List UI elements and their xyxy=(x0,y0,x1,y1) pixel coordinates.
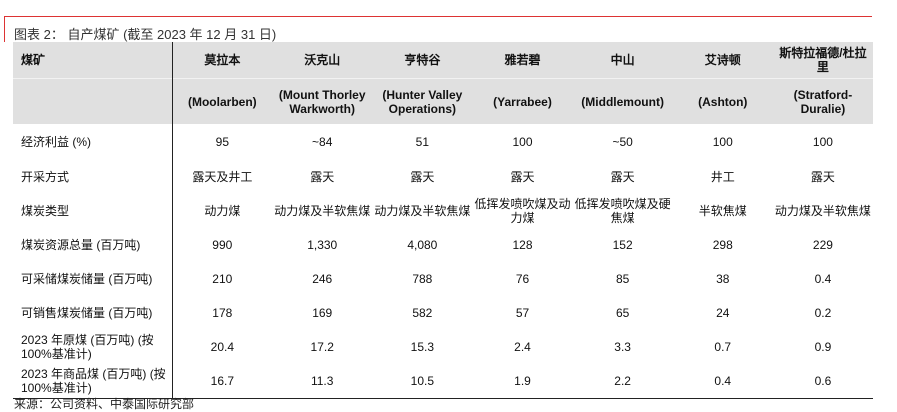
table-cell: 229 xyxy=(812,238,833,252)
table-row: 2023 年原煤 (百万吨) (按 100%基准计) 20.4 17.2 15.3 2.… xyxy=(13,330,873,364)
table-cell: 38 xyxy=(716,272,730,286)
mine-name-en: (Stratford-Duralie) xyxy=(772,78,873,124)
table-cell: 2.2 xyxy=(572,364,673,399)
table-cell: 16.7 xyxy=(172,364,273,399)
table-cell: 76 xyxy=(515,272,530,286)
mine-name-en: (Mount Thorley Warkworth) xyxy=(272,78,373,124)
table-cell: 4,080 xyxy=(407,238,438,252)
source-note: 来源：公司资料、中泰国际研究部 xyxy=(14,397,195,411)
mine-name-cn: 中山 xyxy=(572,42,673,79)
table-cell: 65 xyxy=(615,306,630,320)
table-cell: 低挥发喷吹煤及硬焦煤 xyxy=(574,197,671,225)
table-cell: 动力煤及半软焦煤 xyxy=(274,204,371,218)
table-cell: 298 xyxy=(712,238,733,252)
table-cell: 57 xyxy=(515,306,530,320)
header-blank xyxy=(13,78,173,124)
row-label: 经济利益 (%) xyxy=(13,124,173,160)
table-cell: 露天 xyxy=(310,170,335,184)
table-cell: 动力煤 xyxy=(204,204,241,218)
table-cell: 露天 xyxy=(810,170,835,184)
title-rule xyxy=(4,16,872,17)
table-cell: 246 xyxy=(312,272,333,286)
table-cell: 20.4 xyxy=(210,340,234,354)
table-cell: 990 xyxy=(212,238,233,252)
table-row: 经济利益 (%) 95 ~84 51 100 ~50 100 100 xyxy=(13,124,873,160)
table-cell: 51 xyxy=(415,135,430,149)
table-cell: 11.3 xyxy=(272,364,373,399)
table-cell: 178 xyxy=(212,306,233,320)
table-cell: 半软焦煤 xyxy=(698,204,747,218)
table-row: 煤炭资源总量 (百万吨) 990 1,330 4,080 128 152 298 229 xyxy=(13,228,873,262)
coal-mines-table: 煤矿 莫拉本 沃克山 亨特谷 雅若碧 中山 艾诗顿 斯特拉福德/杜拉里 (Moolarben)… xyxy=(13,42,873,399)
row-label: 开采方式 xyxy=(13,160,173,194)
mine-name-en: (Yarrabee) xyxy=(472,78,573,124)
table-cell: 露天及井工 xyxy=(192,170,253,184)
table-cell: 169 xyxy=(312,306,333,320)
table-cell: 210 xyxy=(212,272,233,286)
row-label: 可销售煤炭储量 (百万吨) xyxy=(13,296,173,330)
table-cell: 128 xyxy=(512,238,533,252)
table-cell: 85 xyxy=(615,272,630,286)
table-cell: ~84 xyxy=(312,135,333,149)
table-cell: 动力煤及半软焦煤 xyxy=(374,204,471,218)
table-row: 开采方式 露天及井工 露天 露天 露天 露天 井工 露天 xyxy=(13,160,873,194)
table-cell: 0.4 xyxy=(814,272,832,286)
table-cell: 100 xyxy=(512,135,533,149)
table-row: 可销售煤炭储量 (百万吨) 178 169 582 57 65 24 0.2 xyxy=(13,296,873,330)
row-label: 可采储煤炭储量 (百万吨) xyxy=(13,262,173,296)
table-cell: 95 xyxy=(215,135,229,149)
table-cell: 1.9 xyxy=(472,364,573,399)
row-label: 2023 年原煤 (百万吨) (按 100%基准计) xyxy=(13,330,173,364)
mine-name-en: (Hunter Valley Operations) xyxy=(372,78,473,124)
table-cell: 动力煤及半软焦煤 xyxy=(774,204,871,218)
title-rule-left xyxy=(4,16,5,42)
table-cell: 露天 xyxy=(410,170,435,184)
mine-name-en: (Middlemount) xyxy=(572,78,673,124)
table-cell: ~50 xyxy=(612,135,633,149)
table-row: 煤炭类型 动力煤 动力煤及半软焦煤 动力煤及半软焦煤 低挥发喷吹煤及动力煤 低挥发喷吹煤及… xyxy=(13,194,873,228)
table-cell: 0.9 xyxy=(814,340,832,354)
table-cell: 17.2 xyxy=(310,340,334,354)
table-cell: 露天 xyxy=(610,170,635,184)
table-cell: 10.5 xyxy=(372,364,473,399)
table-cell: 582 xyxy=(412,306,433,320)
mine-name-cn: 沃克山 xyxy=(272,42,373,79)
mine-name-cn: 斯特拉福德/杜拉里 xyxy=(772,42,873,79)
table-cell: 0.2 xyxy=(814,306,832,320)
table-cell: 井工 xyxy=(710,170,735,184)
table-cell: 0.4 xyxy=(672,364,773,399)
table-cell: 0.6 xyxy=(772,364,873,399)
mine-name-cn: 亨特谷 xyxy=(372,42,473,79)
table-cell: 100 xyxy=(812,135,833,149)
row-label: 2023 年商品煤 (百万吨) (按 100%基准计) xyxy=(13,364,173,399)
table-cell: 24 xyxy=(716,306,730,320)
table-row: 可采储煤炭储量 (百万吨) 210 246 788 76 85 38 0.4 xyxy=(13,262,873,296)
mine-name-cn: 莫拉本 xyxy=(172,42,273,79)
table-row: 2023 年商品煤 (百万吨) (按 100%基准计) 16.7 11.3 10.5 1… xyxy=(13,364,873,399)
table-cell: 低挥发喷吹煤及动力煤 xyxy=(474,197,571,225)
table-cell: 0.7 xyxy=(714,340,732,354)
row-label: 煤炭资源总量 (百万吨) xyxy=(13,228,173,262)
table-cell: 1,330 xyxy=(307,238,338,252)
mine-name-cn: 艾诗顿 xyxy=(672,42,773,79)
table-cell: 15.3 xyxy=(410,340,435,354)
table-cell: 152 xyxy=(612,238,633,252)
mine-name-en: (Ashton) xyxy=(672,78,773,124)
table-title: 图表 2： 自产煤矿 (截至 2023 年 12 月 31 日) xyxy=(14,27,277,42)
mine-name-en: (Moolarben) xyxy=(172,78,273,124)
table-cell: 2.4 xyxy=(514,340,531,354)
table-cell: 露天 xyxy=(510,170,535,184)
table-cell: 100 xyxy=(712,135,733,149)
header-label: 煤矿 xyxy=(13,42,173,79)
row-label: 煤炭类型 xyxy=(13,194,173,228)
table-cell: 788 xyxy=(412,272,433,286)
mine-name-cn: 雅若碧 xyxy=(472,42,573,79)
table-cell: 3.3 xyxy=(614,340,631,354)
